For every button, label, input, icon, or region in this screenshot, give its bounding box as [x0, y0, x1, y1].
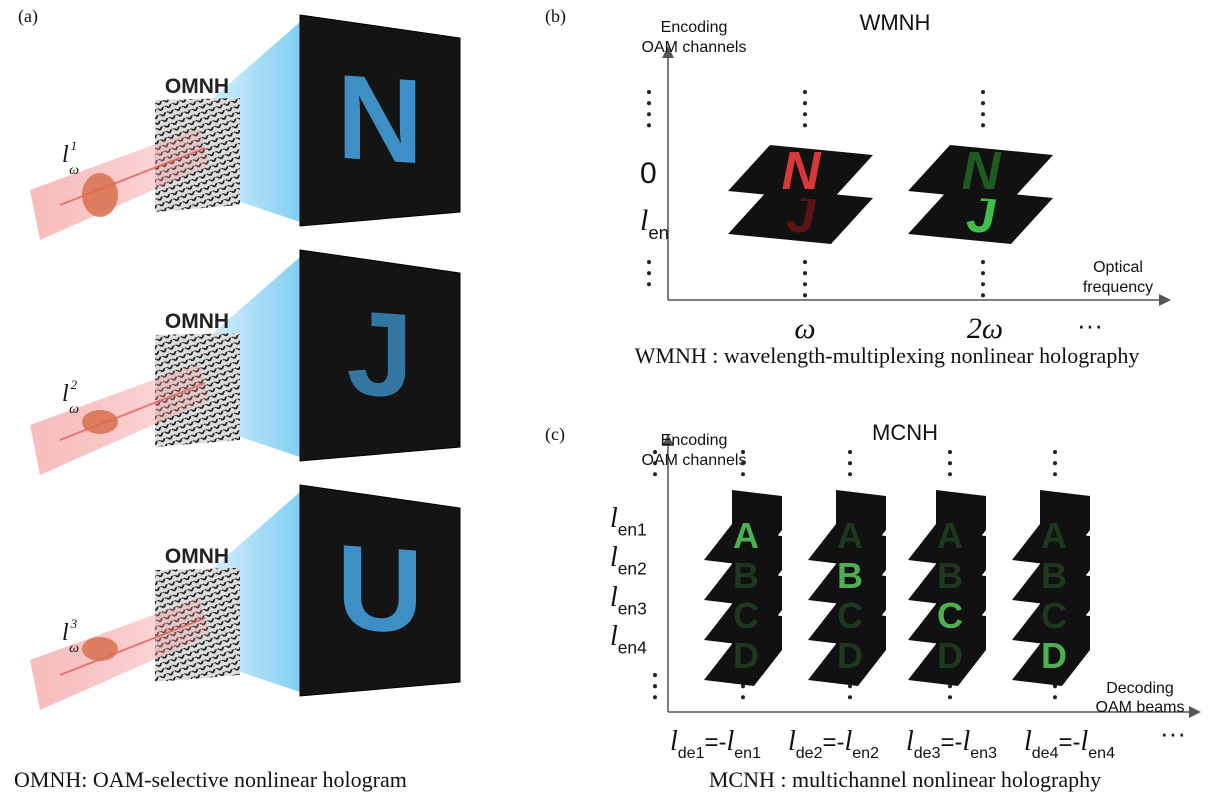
- caption: OMNH: OAM-selective nonlinear hologram: [14, 767, 407, 792]
- beam-label-sup: 1: [71, 138, 78, 153]
- plane-image: N: [962, 141, 1002, 201]
- screen-image: U: [337, 520, 424, 660]
- y-label-sub: en3: [618, 598, 647, 618]
- hologram-label: OMNH: [165, 545, 229, 568]
- axis-title: Optical: [1093, 259, 1143, 276]
- x-label-sub: de3: [914, 745, 941, 762]
- plane-image: D: [1041, 635, 1067, 676]
- x-label: lde4=-len4: [1024, 726, 1115, 762]
- panel-title: WMNH: [860, 10, 931, 35]
- axis-title: Decoding: [1106, 680, 1174, 697]
- x-label-sub: en4: [1088, 745, 1115, 762]
- figure: (a)NOMNHl1ωJOMNHl2ωUOMNHl3ωOMNH: OAM-sel…: [0, 0, 1226, 799]
- plane-image: A: [1041, 515, 1067, 556]
- x-label: ω: [794, 312, 815, 345]
- x-label: 2ω: [967, 312, 1003, 345]
- x-label: lde2=-len2: [788, 726, 879, 762]
- plane-image: B: [733, 555, 759, 596]
- panel-label: (c): [545, 424, 565, 445]
- page: {"panel_a":{"label":"(a)","rows":[ {"hol…: [0, 0, 1226, 799]
- beam-label-main: l: [62, 142, 69, 168]
- x-label: lde1=-len1: [670, 726, 761, 762]
- y-label: len4: [610, 621, 647, 657]
- x-label-sub: en2: [852, 745, 879, 762]
- plane-image: B: [837, 555, 863, 596]
- plane-image: D: [937, 635, 963, 676]
- y-label-sub: en: [648, 222, 669, 243]
- y-label-main: l: [640, 204, 648, 237]
- x-label: lde3=-len3: [906, 726, 997, 762]
- x-label-eq: =-: [940, 729, 962, 756]
- x-label-sub: en3: [970, 745, 997, 762]
- caption: MCNH : multichannel nonlinear holography: [709, 767, 1101, 792]
- y-label-sub: en2: [618, 558, 647, 578]
- plane-image: D: [837, 635, 863, 676]
- x-label: ···: [1160, 718, 1186, 748]
- plane-image: A: [733, 515, 759, 556]
- axis-title: OAM channels: [642, 39, 747, 56]
- plane-image: C: [733, 595, 759, 636]
- x-label-sub: en1: [734, 745, 761, 762]
- plane-image: C: [937, 595, 963, 636]
- caption: WMNH : wavelength-multiplexing nonlinear…: [635, 343, 1140, 368]
- panel-title: MCNH: [872, 420, 938, 445]
- plane-image: C: [837, 595, 863, 636]
- plane-image: D: [733, 635, 759, 676]
- y-label: len3: [610, 582, 647, 618]
- y-label-main: 0: [640, 157, 657, 190]
- x-label-eq: =-: [822, 729, 844, 756]
- x-label-eq: =-: [704, 729, 726, 756]
- screen-image: J: [347, 285, 414, 424]
- y-label: 0: [640, 157, 657, 190]
- axis-title: Encoding: [661, 19, 728, 36]
- y-label: len2: [610, 542, 647, 578]
- screen-image: N: [337, 50, 424, 190]
- plane-image: N: [782, 141, 822, 201]
- beam-label-sub: ω: [69, 641, 79, 656]
- beam-label-sup: 2: [71, 377, 78, 392]
- plane-image: A: [937, 515, 963, 556]
- plane-image: B: [1041, 555, 1067, 596]
- beam-label-main: l: [62, 381, 69, 407]
- x-label: ···: [1077, 310, 1103, 340]
- y-label: len: [640, 204, 669, 243]
- beam-label-main: l: [62, 620, 69, 646]
- x-label-sub: de1: [678, 745, 705, 762]
- beam-label-sup: 3: [70, 616, 78, 631]
- panel-label: (a): [18, 6, 38, 27]
- axis-title: frequency: [1083, 279, 1153, 296]
- beam-label-sub: ω: [69, 402, 79, 417]
- axis-title: OAM channels: [642, 452, 747, 469]
- plane-image: C: [1041, 595, 1067, 636]
- axis-title: Encoding: [661, 432, 728, 449]
- oam-wavefront: [82, 410, 118, 434]
- x-label-eq: =-: [1058, 729, 1080, 756]
- y-label-sub: en4: [618, 637, 647, 657]
- hologram-label: OMNH: [165, 75, 229, 98]
- plane-image: B: [937, 555, 963, 596]
- oam-wavefront: [82, 637, 118, 661]
- y-label-sub: en1: [618, 519, 647, 539]
- axis-title: OAM beams: [1096, 699, 1185, 716]
- oam-wavefront: [82, 173, 118, 217]
- x-label-sub: de4: [1032, 745, 1059, 762]
- x-label-sub: de2: [796, 745, 823, 762]
- plane-image: A: [837, 515, 863, 556]
- beam-label-sub: ω: [69, 163, 79, 178]
- y-label: len1: [610, 503, 647, 539]
- panel-label: (b): [545, 6, 566, 27]
- hologram-label: OMNH: [165, 310, 229, 333]
